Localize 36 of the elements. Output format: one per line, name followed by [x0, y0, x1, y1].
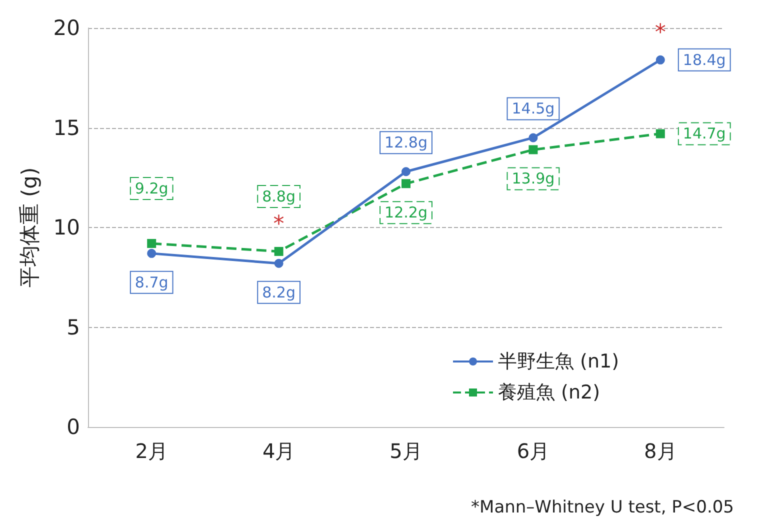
x-tick-label: 8月 [644, 439, 677, 463]
point [402, 167, 410, 176]
data-label: 13.9g [512, 170, 555, 188]
x-tick-label: 5月 [390, 439, 422, 463]
point [528, 145, 538, 154]
point [656, 55, 665, 64]
text: *Mann–Whitney U test, P<0.05 [471, 498, 734, 518]
x-tick-label: 6月 [516, 439, 550, 463]
point [528, 133, 538, 142]
data-label: 8.8g [262, 187, 296, 206]
point [656, 129, 665, 138]
point [274, 246, 284, 256]
y-tick-label: 20 [53, 16, 80, 40]
x-tick-label: 4月 [262, 439, 296, 463]
data-label: 12.2g [384, 204, 428, 222]
annotation: * [273, 212, 284, 237]
point [147, 248, 156, 258]
data-label: 9.2g [134, 179, 168, 198]
point [274, 258, 284, 268]
data-label: 14.7g [682, 124, 726, 143]
data-label: 18.4g [682, 50, 726, 69]
y-axis-title: 平均体重 (g) [18, 167, 42, 288]
y-tick-label: 0 [66, 415, 80, 439]
legend-label: 養殖魚 (n2) [498, 382, 600, 404]
y-tick-label: 10 [53, 216, 80, 240]
point [402, 179, 410, 188]
legend-label: 半野生魚 (n1) [498, 350, 620, 372]
y-tick-label: 15 [53, 116, 80, 140]
data-label: 12.8g [384, 134, 428, 152]
data-label: 8.2g [262, 283, 296, 302]
point [147, 238, 156, 248]
x-tick-label: 2月 [135, 439, 168, 463]
data-label: 14.5g [512, 100, 555, 118]
data-label: 8.7g [134, 273, 168, 292]
annotation: * [654, 20, 666, 46]
y-tick-label: 5 [66, 315, 80, 340]
